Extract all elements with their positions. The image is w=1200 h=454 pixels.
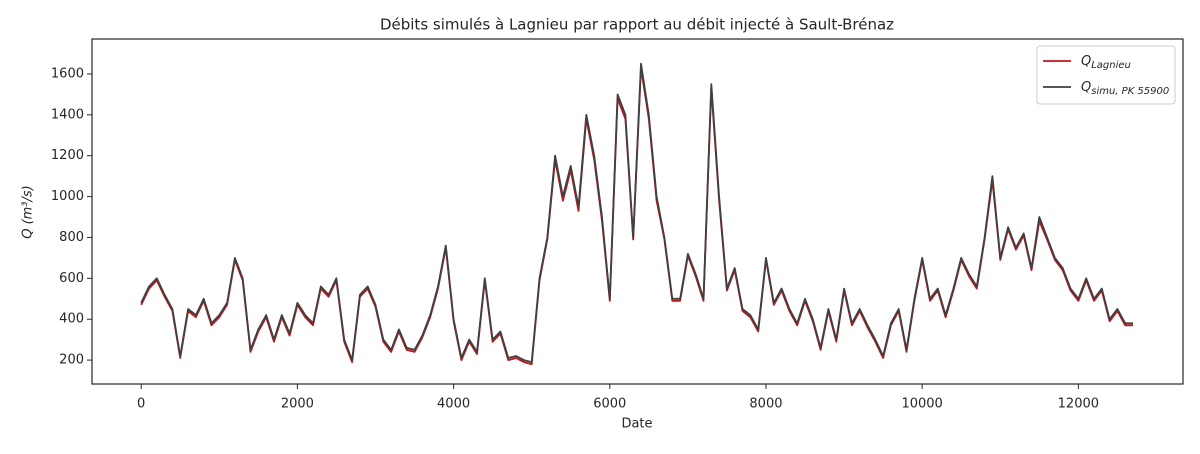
x-tick-label: 12000 bbox=[1058, 397, 1099, 412]
legend-name: Q bbox=[1081, 54, 1091, 69]
y-tick-label: 400 bbox=[59, 312, 84, 327]
x-tick-label: 6000 bbox=[593, 397, 626, 412]
legend-subscript: Lagnieu bbox=[1091, 60, 1131, 71]
x-tick-label: 0 bbox=[137, 397, 145, 412]
y-tick-label: 1600 bbox=[51, 66, 84, 81]
legend-label: QLagnieu bbox=[1081, 54, 1131, 72]
y-tick-label: 1200 bbox=[51, 148, 84, 163]
y-tick-label: 800 bbox=[59, 230, 84, 245]
plot-frame bbox=[91, 38, 1184, 385]
x-tick-label: 4000 bbox=[437, 397, 470, 412]
y-tick-label: 200 bbox=[59, 353, 84, 368]
y-axis-label: Q (m³/s) bbox=[21, 185, 36, 239]
y-tick-label: 1000 bbox=[51, 189, 84, 204]
x-axis-label: Date bbox=[621, 417, 652, 432]
y-tick-label: 600 bbox=[59, 271, 84, 286]
x-tick-label: 2000 bbox=[281, 397, 314, 412]
y-tick-label: 1400 bbox=[51, 107, 84, 122]
legend-box bbox=[1036, 45, 1176, 105]
chart-title: Débits simulés à Lagnieu par rapport au … bbox=[380, 16, 894, 34]
legend-name: Q bbox=[1081, 80, 1091, 95]
x-tick-label: 10000 bbox=[901, 397, 942, 412]
legend-label: Qsimu, PK 55900 bbox=[1081, 80, 1169, 98]
series-line bbox=[140, 62, 1133, 363]
x-tick-label: 8000 bbox=[749, 397, 782, 412]
legend-subscript: simu, PK 55900 bbox=[1091, 86, 1169, 97]
